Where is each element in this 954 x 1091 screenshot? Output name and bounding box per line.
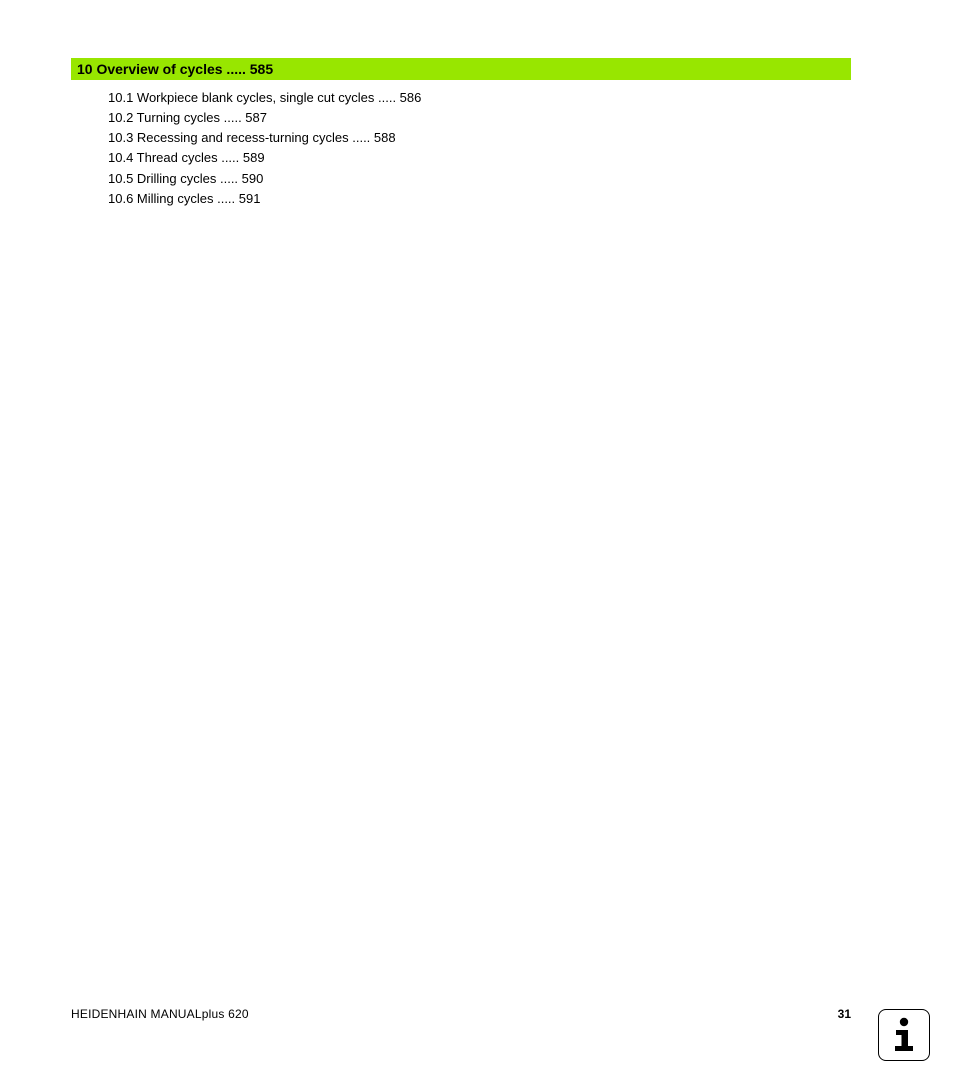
- toc-item[interactable]: 10.5 Drilling cycles ..... 590: [108, 169, 421, 189]
- toc-item[interactable]: 10.6 Milling cycles ..... 591: [108, 189, 421, 209]
- info-icon-box: [878, 1009, 930, 1061]
- section-header: 10 Overview of cycles ..... 585: [71, 58, 851, 80]
- toc-item[interactable]: 10.4 Thread cycles ..... 589: [108, 148, 421, 168]
- info-icon: [893, 1017, 915, 1053]
- footer-product-name: HEIDENHAIN MANUALplus 620: [71, 1007, 249, 1021]
- toc-list: 10.1 Workpiece blank cycles, single cut …: [108, 88, 421, 209]
- page-number: 31: [838, 1007, 851, 1021]
- toc-item[interactable]: 10.2 Turning cycles ..... 587: [108, 108, 421, 128]
- toc-item[interactable]: 10.1 Workpiece blank cycles, single cut …: [108, 88, 421, 108]
- document-page: 10 Overview of cycles ..... 585 10.1 Wor…: [0, 0, 954, 1091]
- toc-item[interactable]: 10.3 Recessing and recess-turning cycles…: [108, 128, 421, 148]
